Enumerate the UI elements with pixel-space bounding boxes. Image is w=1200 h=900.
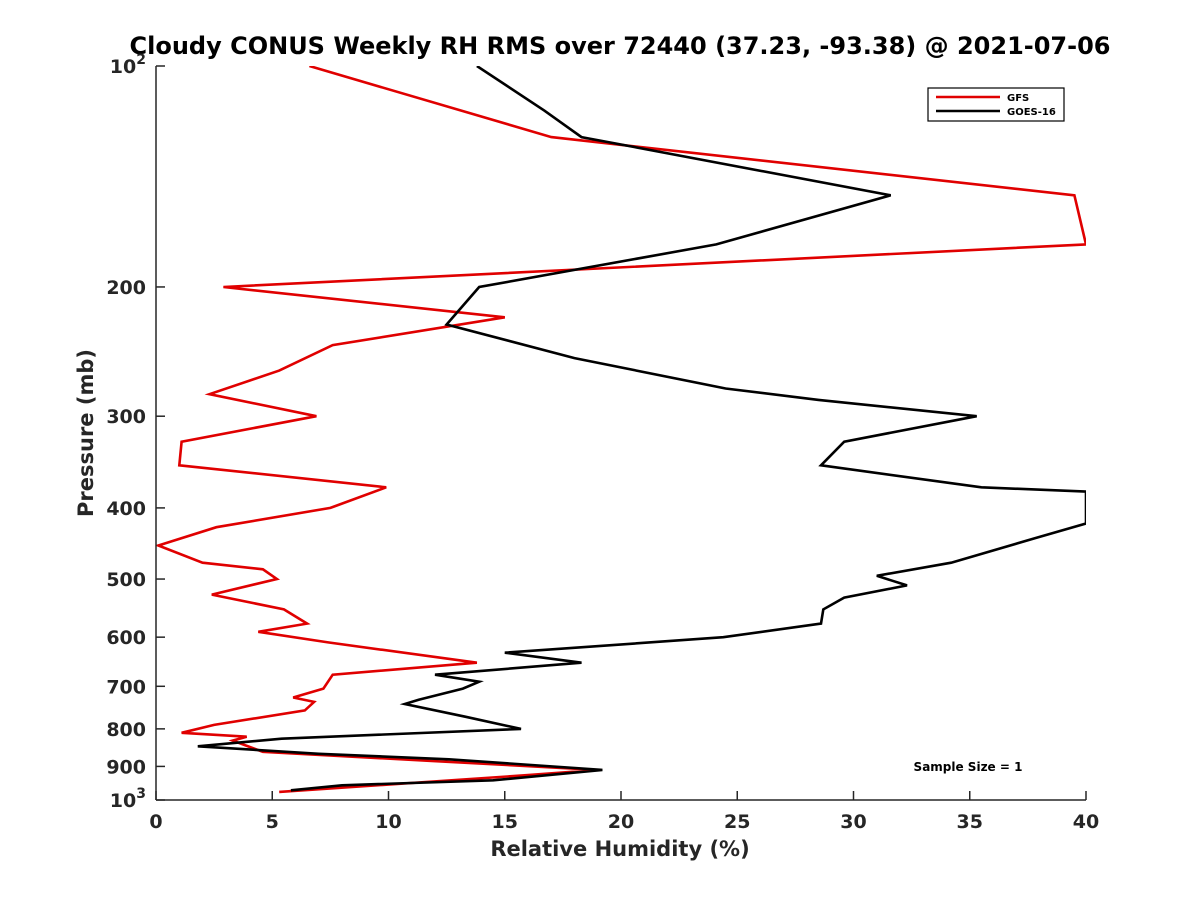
sample-size-annotation: Sample Size = 1 — [914, 760, 1023, 774]
x-tick-label: 40 — [1073, 811, 1099, 833]
chart-title: Cloudy CONUS Weekly RH RMS over 72440 (3… — [130, 32, 1111, 60]
y-tick-label: 102 — [110, 52, 146, 78]
x-tick-label: 30 — [840, 811, 866, 833]
legend-box — [927, 87, 1065, 122]
y-tick-label: 300 — [106, 406, 146, 428]
x-tick-label: 5 — [266, 811, 279, 833]
legend-label-goes16: GOES-16 — [1007, 107, 1056, 118]
x-tick-label: 20 — [608, 811, 634, 833]
y-tick-label: 700 — [106, 676, 146, 698]
y-tick-label: 400 — [106, 498, 146, 520]
y-tick-label: 103 — [110, 786, 146, 812]
x-axis-label: Relative Humidity (%) — [490, 837, 749, 861]
series-layer — [156, 66, 1086, 794]
x-tick-label: 25 — [724, 811, 750, 833]
series-line-gfs — [156, 66, 1086, 794]
series-line-goes16 — [197, 66, 1086, 792]
y-tick-label: 800 — [106, 719, 146, 741]
legend-label-gfs: GFS — [1007, 93, 1029, 104]
y-tick-label: 500 — [106, 569, 146, 591]
x-tick-label: 35 — [957, 811, 983, 833]
x-tick-label: 15 — [492, 811, 518, 833]
legend: GFS GOES-16 — [927, 87, 1065, 122]
y-tick-label: 900 — [106, 756, 146, 778]
y-tick-label: 600 — [106, 627, 146, 649]
y-tick-label: 200 — [106, 277, 146, 299]
x-tick-label: 0 — [149, 811, 162, 833]
x-tick-label: 10 — [375, 811, 401, 833]
y-axis-label: Pressure (mb) — [74, 349, 98, 517]
axes-layer: 0 5 10 15 20 25 30 35 40 102 200 300 400 500 600 700 800… — [106, 52, 1099, 833]
